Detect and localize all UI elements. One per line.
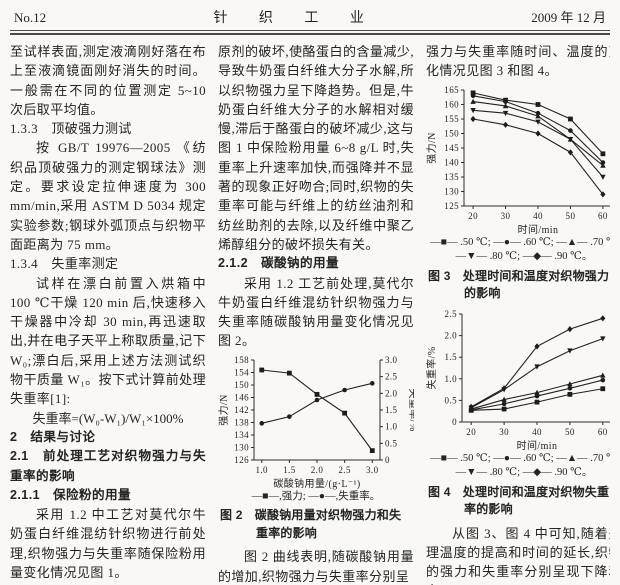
issue-date: 2009 年 12 月 xyxy=(531,10,606,25)
svg-text:时间/min: 时间/min xyxy=(517,439,558,452)
svg-text:强力/N: 强力/N xyxy=(426,132,438,164)
column-middle: 原剂的破坏,使酪蛋白的含量减少,导致牛奶蛋白纤维大分子水解,所以织物强力呈下降趋… xyxy=(218,42,414,585)
svg-text:165: 165 xyxy=(444,85,459,95)
issue-number: No.12 xyxy=(14,10,47,25)
svg-text:20: 20 xyxy=(468,211,478,221)
svg-text:2.0: 2.0 xyxy=(445,330,458,340)
figure-2: 126 130 134 138 142 146 150 154 158 0 0.5 1.0 1.5 2.0… xyxy=(218,354,414,543)
section-heading: 2 结果与讨论 xyxy=(10,429,96,444)
svg-text:126: 126 xyxy=(234,455,249,465)
article-body: 至试样表面,测定液滴刚好落在布上至液滴镜面刚好消失的时间。一般需在不同的位置测定… xyxy=(10,42,610,585)
section-heading: 1.3.3 顶破强力测试 xyxy=(10,121,132,137)
svg-text:2.0: 2.0 xyxy=(385,388,398,398)
svg-text:125: 125 xyxy=(444,201,459,211)
figure-3: 125 130 135 140 145 150 155 160 165 20 30 40 50 60 强力/… xyxy=(426,84,610,303)
svg-text:0.5: 0.5 xyxy=(385,438,398,448)
legend-line: —▼— .80 ℃; —◆— .90 ℃。 xyxy=(455,467,593,479)
svg-text:1.0: 1.0 xyxy=(445,373,458,383)
svg-text:40: 40 xyxy=(532,427,542,437)
legend-line: —■— .50 ℃; —●— .60 ℃; —▲— .70 ℃ xyxy=(430,236,610,248)
figure-2-plot: 126 130 134 138 142 146 150 154 158 0 0.5 1.0 1.5 2.0… xyxy=(218,355,414,490)
svg-text:158: 158 xyxy=(234,355,249,365)
chart-legend: —■— .50 ℃; —●— .60 ℃; —▲— .70 ℃ —▼— .80 ℃… xyxy=(426,236,610,265)
svg-text:30: 30 xyxy=(499,427,509,437)
svg-text:失重率/%: 失重率/% xyxy=(426,346,438,389)
svg-text:160: 160 xyxy=(444,99,459,109)
svg-text:155: 155 xyxy=(444,114,459,124)
svg-text:1.5: 1.5 xyxy=(385,405,398,415)
svg-text:3.0: 3.0 xyxy=(366,465,379,475)
chart-legend: —■—,强力; —●—,失重率。 xyxy=(218,490,414,505)
svg-text:146: 146 xyxy=(234,392,249,402)
svg-text:50: 50 xyxy=(565,427,575,437)
svg-text:2.5: 2.5 xyxy=(445,309,458,319)
svg-text:强力/N: 强力/N xyxy=(218,394,230,426)
svg-text:60: 60 xyxy=(598,427,608,437)
svg-text:150: 150 xyxy=(234,380,249,390)
column-left: 至试样表面,测定液滴刚好落在布上至液滴镜面刚好消失的时间。一般需在不同的位置测定… xyxy=(10,42,206,585)
header-rule xyxy=(10,30,610,35)
svg-text:130: 130 xyxy=(234,442,249,452)
svg-text:134: 134 xyxy=(234,430,249,440)
svg-text:30: 30 xyxy=(501,211,511,221)
svg-text:2.5: 2.5 xyxy=(385,371,398,381)
svg-text:145: 145 xyxy=(444,143,459,153)
svg-text:碳酸钠用量/(g·L⁻¹): 碳酸钠用量/(g·L⁻¹) xyxy=(273,477,360,490)
paragraph: 按 GB/T 19976—2005 《纺织品顶破强力的测定钢球法》测定。要求设定… xyxy=(10,140,206,252)
column-right: 强力与失重率随时间、温度的变化情况见图 3 和图 4。 125 130 135 140 1… xyxy=(426,42,610,585)
chart-legend: —■— .50 ℃; —●— .60 ℃; —▲— .70 ℃ —▼— .80 ℃… xyxy=(426,452,610,481)
legend-line: —■— .50 ℃; —●— .60 ℃; —▲— .70 ℃ xyxy=(430,452,610,464)
section-heading: 2.1.2 碳酸钠的用量 xyxy=(218,256,339,271)
section-heading: 2.1.1 保险粉的用量 xyxy=(10,487,131,502)
svg-text:失重率/%: 失重率/% xyxy=(407,388,414,431)
page-header: No.12 针 织 工 业 2009 年 12 月 xyxy=(10,5,610,30)
paragraph: 强力与失重率随时间、温度的变化情况见图 3 和图 4。 xyxy=(426,44,610,79)
legend-line: —■—,强力; —●—,失重率。 xyxy=(251,490,381,502)
section-heading: 2.1 前处理工艺对织物强力与失重率的影响 xyxy=(10,449,206,483)
paragraph: 图 2 曲线表明,随碳酸钠用量的增加,织物强力与失重率分别呈 xyxy=(218,549,414,584)
svg-text:3.0: 3.0 xyxy=(385,355,398,365)
svg-text:0: 0 xyxy=(385,455,390,465)
paragraph: 从图 3、图 4 中可知,随着处理温度的提高和时间的延长,织物的强力和失重率分别… xyxy=(426,525,610,585)
svg-text:1.5: 1.5 xyxy=(283,465,296,475)
journal-title: 针 织 工 业 xyxy=(213,11,378,26)
weight-loss-formula: 失重率=(W₀-W₁)/W₁×100% xyxy=(32,410,184,426)
svg-text:154: 154 xyxy=(234,367,249,377)
paragraph: 采用 1.2 中工艺对莫代尔牛奶蛋白纤维混纺针织物进行前处理,织物强力与失重率随… xyxy=(10,507,206,581)
section-heading: 1.3.4 失重率测定 xyxy=(10,256,119,272)
legend-line: —▼— .80 ℃; —◆— .90 ℃。 xyxy=(455,251,593,263)
svg-text:时间/min: 时间/min xyxy=(518,223,559,236)
svg-text:1.0: 1.0 xyxy=(256,465,269,475)
svg-text:50: 50 xyxy=(566,211,576,221)
svg-text:0.5: 0.5 xyxy=(445,395,458,405)
paragraph: 试样在漂白前置入烘箱中 100 ℃干燥 120 min 后,快速移入干燥器中冷却… xyxy=(10,275,206,407)
figure-4-plot: 0 0.5 1.0 1.5 2.0 2.5 20 30 40 50 60 失重率/% 时间/min xyxy=(426,309,610,452)
figure-4: 0 0.5 1.0 1.5 2.0 2.5 20 30 40 50 60 失重率/% 时间/min —■—… xyxy=(426,308,610,519)
svg-text:1.5: 1.5 xyxy=(445,352,458,362)
svg-text:0: 0 xyxy=(452,417,457,427)
paragraph: 采用 1.2 工艺前处理,莫代尔牛奶蛋白纤维混纺针织物强力与失重率随碳酸钠用量变… xyxy=(218,275,414,349)
svg-text:20: 20 xyxy=(466,427,476,437)
svg-text:140: 140 xyxy=(444,157,459,167)
figure-caption: 图 3 处理时间和温度对织物强力的影响 xyxy=(428,268,610,301)
figure-3-plot: 125 130 135 140 145 150 155 160 165 20 30 40 50 60 强力/… xyxy=(426,85,610,236)
svg-text:40: 40 xyxy=(533,211,543,221)
figure-caption: 图 4 处理时间和温度对织物失重率的影响 xyxy=(428,484,610,517)
svg-text:135: 135 xyxy=(444,172,459,182)
svg-text:142: 142 xyxy=(234,405,249,415)
svg-text:60: 60 xyxy=(598,211,608,221)
paragraph: 原剂的破坏,使酪蛋白的含量减少,导致牛奶蛋白纤维大分子水解,所以织物强力呈下降趋… xyxy=(218,44,414,252)
svg-text:150: 150 xyxy=(444,128,459,138)
svg-text:138: 138 xyxy=(234,417,249,427)
svg-text:2.0: 2.0 xyxy=(311,465,324,475)
figure-caption: 图 2 碳酸钠用量对织物强力和失重率的影响 xyxy=(220,508,402,540)
paragraph: 至试样表面,测定液滴刚好落在布上至液滴镜面刚好消失的时间。一般需在不同的位置测定… xyxy=(10,44,206,117)
svg-text:1.0: 1.0 xyxy=(385,421,398,431)
svg-text:2.5: 2.5 xyxy=(338,465,351,475)
svg-text:130: 130 xyxy=(444,186,459,196)
